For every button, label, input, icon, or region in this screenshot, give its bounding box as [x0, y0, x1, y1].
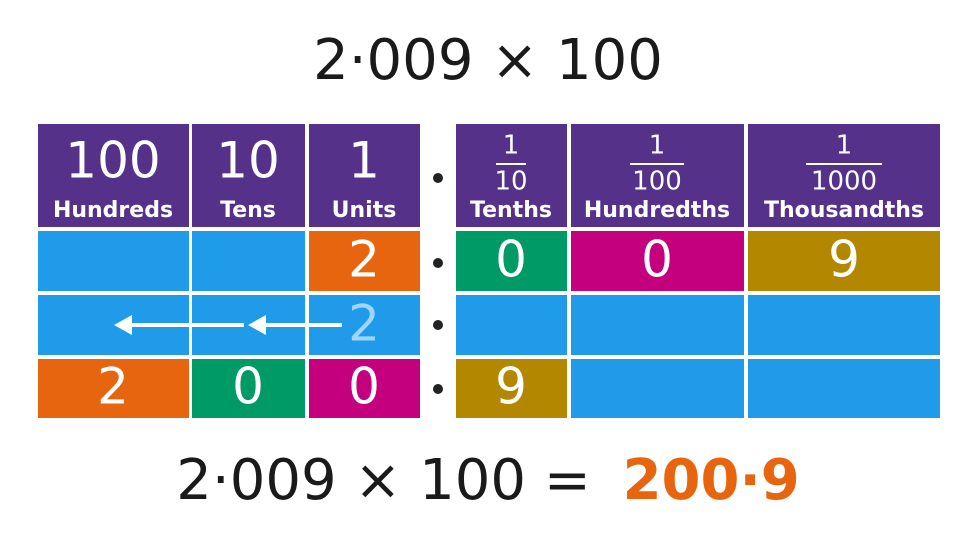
- digit: 2: [348, 295, 380, 353]
- column-label: Tenths: [470, 198, 552, 223]
- title: 2·009 × 100: [313, 28, 663, 93]
- digit: 0: [232, 358, 264, 416]
- fraction-numerator: 1: [503, 131, 520, 161]
- column-value: 10: [216, 132, 280, 190]
- column-value: 100: [65, 132, 160, 190]
- fraction-numerator: 1: [649, 131, 666, 161]
- column-label: Hundreds: [53, 198, 173, 223]
- column-label: Units: [332, 198, 397, 223]
- digit: 0: [348, 358, 380, 416]
- column-label: Hundredths: [584, 198, 730, 223]
- fraction-numerator: 1: [836, 131, 853, 161]
- column-label: Thousandths: [764, 198, 924, 223]
- result-expression: 2·009 × 100 =: [176, 448, 590, 513]
- digit: 0: [641, 231, 673, 289]
- column-label: Tens: [220, 198, 276, 223]
- result: 2·009 × 100 = 200·9: [176, 448, 799, 513]
- fraction-denominator: 1000: [811, 167, 877, 197]
- digit: 0: [495, 231, 527, 289]
- fraction-denominator: 10: [494, 167, 527, 197]
- digit: 9: [495, 358, 527, 416]
- shift-arrows: [114, 315, 342, 335]
- digit: 9: [828, 231, 860, 289]
- column-value: 1: [348, 132, 380, 190]
- decimal-points: [433, 173, 443, 394]
- digit: 2: [348, 231, 380, 289]
- fraction-denominator: 100: [632, 167, 682, 197]
- digit: 2: [97, 358, 129, 416]
- result-answer: 200·9: [623, 448, 800, 513]
